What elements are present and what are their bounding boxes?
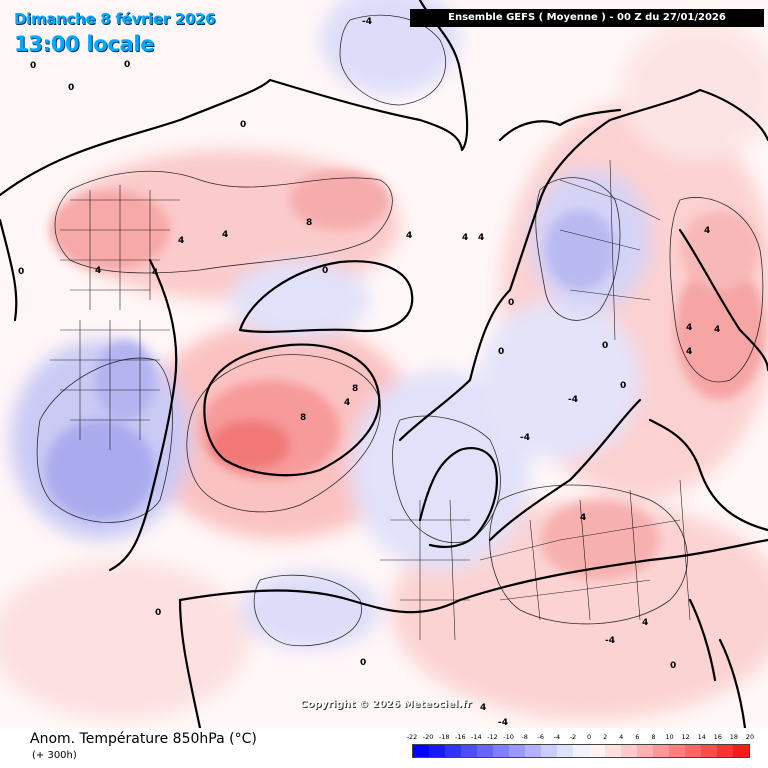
contour-label: 4 xyxy=(714,325,720,335)
scale-swatch xyxy=(733,745,749,757)
contour-label: 4 xyxy=(344,398,350,408)
model-banner: Ensemble GEFS ( Moyenne ) - 00 Z du 27/0… xyxy=(410,9,764,27)
scale-label: -14 xyxy=(471,733,482,741)
scale-label: -8 xyxy=(521,733,528,741)
contour-labels: -4 -4 -4 -4 -4 0 0 0 0 0 0 0 0 0 0 0 0 0… xyxy=(18,17,720,728)
scale-label: 18 xyxy=(729,733,739,741)
contour-label: 0 xyxy=(18,267,24,277)
contour-label: 4 xyxy=(462,233,468,243)
contour-label: 4 xyxy=(95,266,101,276)
contour-label: 0 xyxy=(68,83,74,93)
scale-swatch xyxy=(445,745,461,757)
coastlines xyxy=(0,0,768,728)
contour-label: 0 xyxy=(602,341,608,351)
scale-swatch xyxy=(525,745,541,757)
scale-swatch xyxy=(477,745,493,757)
contour-label: 0 xyxy=(30,61,36,71)
contour-label: -4 xyxy=(568,395,578,405)
scale-label: 14 xyxy=(697,733,706,741)
contour-label: 4 xyxy=(406,231,412,241)
contour-label: 0 xyxy=(124,60,130,70)
contour-label: 0 xyxy=(155,608,161,618)
contour-label: 0 xyxy=(322,266,328,276)
scale-swatch xyxy=(429,745,445,757)
scale-label: -12 xyxy=(487,733,498,741)
contour-label: -4 xyxy=(605,636,615,646)
contour-label: 0 xyxy=(508,298,514,308)
copyright-text: Copyright © 2026 Meteociel.fr xyxy=(300,699,472,710)
scale-swatch xyxy=(509,745,525,757)
scale-swatch xyxy=(605,745,621,757)
contour-label: 0 xyxy=(498,347,504,357)
scale-label: -10 xyxy=(503,733,514,741)
scale-swatch xyxy=(573,745,589,757)
borders xyxy=(50,159,691,641)
contour-label: 0 xyxy=(670,661,676,671)
contour-label: 4 xyxy=(686,347,692,357)
scale-swatch xyxy=(589,745,605,757)
scale-label: 0 xyxy=(586,733,592,741)
scale-bar xyxy=(412,744,750,758)
scale-swatch xyxy=(413,745,429,757)
scale-label: -22 xyxy=(406,733,418,741)
scale-label: -6 xyxy=(537,733,544,741)
contours xyxy=(36,14,764,647)
contour-label: 4 xyxy=(478,233,484,243)
contour-label: -4 xyxy=(362,17,372,27)
contour-label: 0 xyxy=(240,120,246,130)
contour-label: 8 xyxy=(352,384,358,394)
scale-label: -16 xyxy=(454,733,466,741)
scale-label: 2 xyxy=(603,733,608,741)
contour-label: 8 xyxy=(300,413,306,423)
scale-label: 10 xyxy=(665,733,674,741)
scale-label: 4 xyxy=(619,733,624,741)
contour-label: 4 xyxy=(178,236,184,246)
contour-label: 4 xyxy=(222,230,228,240)
scale-label: -18 xyxy=(438,733,450,741)
contour-label: 0 xyxy=(360,658,366,668)
scale-swatch xyxy=(541,745,557,757)
color-scale: -22 -20 -18 -16 -14 -12 -10 -8 -6 -4 -2 0 2 4 6 8 10 12 14… xyxy=(407,733,754,763)
contour-label: -4 xyxy=(498,718,508,728)
contour-label: 0 xyxy=(620,381,626,391)
forecast-date: Dimanche 8 février 2026 xyxy=(14,10,216,28)
scale-label: 6 xyxy=(635,733,640,741)
contour-label: 8 xyxy=(306,218,312,228)
contour-label: 4 xyxy=(686,323,692,333)
scale-swatch xyxy=(461,745,477,757)
scale-label: 20 xyxy=(745,733,755,741)
scale-label: -20 xyxy=(422,733,434,741)
anomaly-map: -4 -4 -4 -4 -4 0 0 0 0 0 0 0 0 0 0 0 0 0… xyxy=(0,0,768,728)
scale-swatch xyxy=(621,745,637,757)
scale-swatch xyxy=(669,745,685,757)
contour-label: 4 xyxy=(642,618,648,628)
scale-swatch xyxy=(717,745,733,757)
forecast-time: 13:00 locale xyxy=(14,32,155,56)
contour-label: 4 xyxy=(152,268,158,278)
contour-label: 4 xyxy=(580,513,586,523)
scale-label: 12 xyxy=(681,733,690,741)
scale-swatch xyxy=(701,745,717,757)
variable-title: Anom. Température 850hPa (°C) xyxy=(30,731,257,747)
scale-label: -2 xyxy=(569,733,577,741)
contour-label: -4 xyxy=(520,433,530,443)
scale-swatch xyxy=(685,745,701,757)
scale-swatch xyxy=(653,745,669,757)
scale-swatch xyxy=(637,745,653,757)
contour-label: 4 xyxy=(704,226,710,236)
contour-label: 4 xyxy=(480,703,486,713)
scale-label: 16 xyxy=(713,733,722,741)
scale-swatch xyxy=(493,745,509,757)
scale-label: 8 xyxy=(651,733,656,741)
scale-label: -4 xyxy=(553,733,561,741)
scale-swatch xyxy=(557,745,573,757)
scale-labels: -22 -20 -18 -16 -14 -12 -10 -8 -6 -4 -2 0 2 4 6 8 10 12 14… xyxy=(407,733,754,743)
forecast-step: (+ 300h) xyxy=(32,750,77,761)
